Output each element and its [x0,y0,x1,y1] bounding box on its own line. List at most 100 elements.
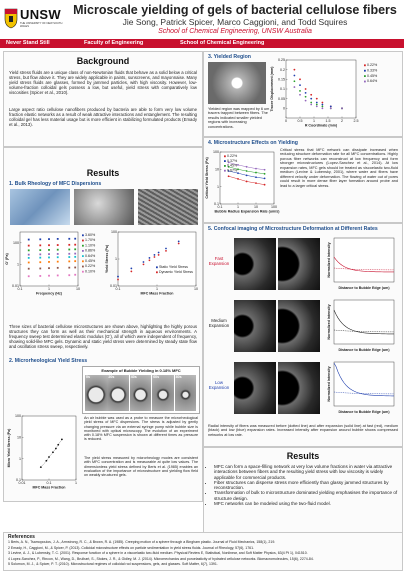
x-tick-label: 10 [76,287,80,291]
background-panel: Background Yield stress fluids are a uni… [3,51,203,147]
data-point [27,275,30,278]
confocal-row-label: Medium Expansion [208,318,230,328]
bubble-frame: 80s [174,375,197,411]
data-point [60,438,63,441]
confocal-y-label: Normalized Intensity [327,366,331,401]
data-point [304,95,307,98]
y-tick-label: 1 [17,263,19,267]
data-point [74,248,77,251]
data-point [263,172,266,175]
data-point [315,103,318,106]
data-point [255,176,257,179]
data-point [299,78,301,81]
legend-entry: 3.60% [85,233,96,237]
confocal-image-after [278,238,320,290]
data-point [227,170,230,172]
y-tick-label: 0 [283,107,285,111]
yielded-region-panel: 3. Yielded Region Yielded region was map… [203,51,403,137]
data-point [299,84,301,87]
data-point [142,263,145,266]
data-point [74,243,77,246]
poster-header: UNSW THE UNIVERSITY OF NEW SOUTH WALES M… [0,0,404,38]
y-axis-label: Tracer Displacement (mm) [270,66,274,112]
data-point [74,273,77,276]
y-tick-label: 0.01 [12,284,19,288]
data-point [310,93,313,96]
x-tick-label: 2.5 [354,119,359,123]
data-point [48,261,50,263]
data-point [68,260,71,263]
y-tick-label: 100 [13,241,19,245]
results-right-panel: Results MFC can form a space-filling net… [203,447,403,533]
data-point [39,238,42,241]
cellulose-sem-photo-1 [74,189,134,225]
data-point [74,255,77,258]
data-point [245,174,248,177]
y-tick-label: 0.2 [280,68,285,72]
unsw-logo: UNSW THE UNIVERSITY OF NEW SOUTH WALES [4,6,62,32]
data-point [245,170,248,172]
data-point [255,171,257,174]
section-3-text: Yielded region was mapped by 6 um tracer… [208,107,270,129]
confocal-y-label: Normalized Intensity [327,304,331,339]
data-point [304,91,307,94]
data-point [227,175,230,178]
cellulose-sem-photo-2 [138,189,198,225]
plot-area [19,231,79,287]
reference-item: 2 Emady, H., Caggioni, M., & Spicer, P. … [8,545,255,550]
y-tick-label: 1 [115,257,117,261]
data-point [237,164,239,166]
references-list: 1 Beris, A. N., Tsamopoulos, J. A., Arms… [8,540,398,568]
legend-swatch [224,169,226,172]
data-point [263,168,266,171]
legend-entry: 0.64% [367,79,378,83]
confocal-image-after [278,300,320,352]
y-axis-label: G' (Pa) [5,252,9,264]
data-point [48,238,50,241]
x-tick-label: 1 [237,205,239,209]
data-point [27,267,30,270]
data-point [263,177,266,180]
data-point [27,261,30,264]
results-left-title: Results [86,168,120,178]
reference-item: 5 Solomon, M. J., & Spicer, P. T. (2010)… [8,562,218,567]
frame-time-label: 80s [175,375,182,379]
plot-area [117,231,197,287]
data-point [48,249,50,251]
data-point [74,266,77,269]
x-tick-label: 0.1 [47,481,52,485]
data-point [68,243,71,246]
chart-tracer-displacement: 0 0.5 1 1.5 2 2.5 0 0.05 0.1 0.15 0.2 0.25 R Coordin… [270,58,378,127]
y-tick-label: 0.25 [278,58,285,62]
data-point [39,275,42,277]
data-point [27,253,30,256]
legend-entry: Static Yield Stress [159,265,188,269]
conclusion-item: Transformation of bulk to microstructure… [214,490,404,501]
confocal-y-label: Normalized Intensity [327,242,331,277]
data-point [341,107,343,110]
data-point [329,105,332,108]
data-point [310,97,313,100]
legend-swatch [364,69,366,72]
data-point [310,101,313,104]
confocal-x-label: Distance to Bubble Edge (um) [338,348,390,352]
y-tick-label: 0.15 [278,78,285,82]
legend-swatch [82,250,84,252]
legend-swatch [156,271,158,274]
confocal-image-after [278,362,320,414]
x-tick-label: 0.1 [116,287,121,291]
legend-swatch [156,266,158,269]
legend-entry: 0.10% [85,269,96,273]
chart-yield-stress: 0.1 1 10 0.01 1 100 MFC Mass Fraction Yield Str… [105,230,198,295]
data-point [148,259,151,262]
reference-item: 3 Levine, A. J., & Lubensky, T. C. (2001… [8,551,308,556]
bar-item-slogan: Never Stand Still [6,40,50,46]
legend-entry: 0.67% [227,168,238,172]
data-point [56,244,59,246]
legend-swatch [82,234,84,237]
data-point [293,74,296,77]
data-point [321,107,324,110]
results-left-panel: Results 1. Bulk Rheology of MFC Dispersi… [3,147,203,502]
